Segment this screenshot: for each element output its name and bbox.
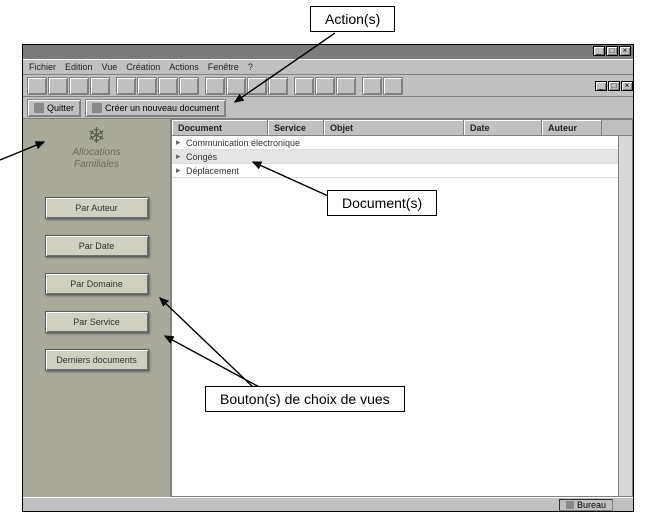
actionbar: Quitter Créer un nouveau document: [23, 97, 633, 119]
minimize-button[interactable]: _: [593, 46, 605, 56]
menu-fenetre[interactable]: Fenêtre: [208, 62, 239, 72]
toolbar-button[interactable]: [116, 77, 136, 95]
toolbar-button[interactable]: [294, 77, 314, 95]
toolbar-button[interactable]: [383, 77, 403, 95]
annotation-view-buttons: Bouton(s) de choix de vues: [205, 386, 405, 412]
annotation-documents: Document(s): [327, 190, 437, 216]
view-button-par-date[interactable]: Par Date: [45, 235, 149, 257]
exit-icon: [34, 103, 44, 113]
menu-creation[interactable]: Création: [126, 62, 160, 72]
column-header[interactable]: Date: [464, 120, 542, 135]
toolbar-button[interactable]: [336, 77, 356, 95]
view-button-par-auteur[interactable]: Par Auteur: [45, 197, 149, 219]
toolbar-button[interactable]: [205, 77, 225, 95]
row-label: Communication électronique: [186, 138, 300, 148]
menu-fichier[interactable]: Fichier: [29, 62, 56, 72]
twisty-icon[interactable]: ▸: [176, 165, 186, 176]
brand-logo-icon: ❄: [72, 125, 120, 147]
titlebar-outer: _ □ ×: [23, 45, 633, 59]
status-workspace: Bureau: [559, 499, 613, 511]
column-header[interactable]: Auteur: [542, 120, 602, 135]
brand-line2: Familiales: [72, 159, 120, 171]
toolbar-button[interactable]: [247, 77, 267, 95]
inner-maximize-button[interactable]: □: [608, 81, 620, 91]
menu-edition[interactable]: Edition: [65, 62, 93, 72]
toolbar-button[interactable]: [90, 77, 110, 95]
view-button-par-service[interactable]: Par Service: [45, 311, 149, 333]
column-headers: DocumentServiceObjetDateAuteur: [172, 120, 632, 136]
sidebar: ❄ Allocations Familiales Par Auteur Par …: [23, 119, 171, 497]
maximize-button[interactable]: □: [606, 46, 618, 56]
brand: ❄ Allocations Familiales: [72, 125, 120, 171]
table-row[interactable]: ▸Communication électronique: [172, 136, 632, 150]
table-row[interactable]: ▸Déplacement: [172, 164, 632, 178]
menubar: Fichier Edition Vue Création Actions Fen…: [23, 59, 633, 75]
column-header[interactable]: Document: [172, 120, 268, 135]
new-document-button[interactable]: Créer un nouveau document: [85, 99, 226, 117]
desktop-icon: [566, 501, 574, 509]
table-row[interactable]: ▸Congés: [172, 150, 632, 164]
menu-vue[interactable]: Vue: [102, 62, 118, 72]
toolbar-button[interactable]: [268, 77, 288, 95]
menu-actions[interactable]: Actions: [169, 62, 199, 72]
quit-button[interactable]: Quitter: [27, 99, 81, 117]
twisty-icon[interactable]: ▸: [176, 137, 186, 148]
toolbar-button[interactable]: [27, 77, 47, 95]
toolbar: _ □ ×: [23, 75, 633, 97]
row-label: Congés: [186, 152, 217, 162]
toolbar-button[interactable]: [179, 77, 199, 95]
quit-button-label: Quitter: [47, 103, 74, 113]
toolbar-button[interactable]: [226, 77, 246, 95]
new-document-button-label: Créer un nouveau document: [105, 103, 219, 113]
new-doc-icon: [92, 103, 102, 113]
column-header[interactable]: Service: [268, 120, 324, 135]
brand-line1: Allocations: [72, 147, 120, 159]
client-area: ❄ Allocations Familiales Par Auteur Par …: [23, 119, 633, 497]
app-window: _ □ × Fichier Edition Vue Création Actio…: [22, 44, 634, 512]
view-button-derniers-documents[interactable]: Derniers documents: [45, 349, 149, 371]
column-header[interactable]: Objet: [324, 120, 464, 135]
toolbar-button[interactable]: [137, 77, 157, 95]
inner-minimize-button[interactable]: _: [595, 81, 607, 91]
menu-help[interactable]: ?: [248, 62, 253, 72]
annotation-actions: Action(s): [310, 6, 395, 32]
view-button-par-domaine[interactable]: Par Domaine: [45, 273, 149, 295]
inner-close-button[interactable]: ×: [621, 81, 633, 91]
close-button[interactable]: ×: [619, 46, 631, 56]
statusbar: Bureau: [23, 497, 633, 511]
status-workspace-label: Bureau: [577, 500, 606, 510]
toolbar-button[interactable]: [362, 77, 382, 95]
document-list-pane: DocumentServiceObjetDateAuteur ▸Communic…: [171, 119, 633, 497]
toolbar-button[interactable]: [69, 77, 89, 95]
twisty-icon[interactable]: ▸: [176, 151, 186, 162]
vertical-scrollbar[interactable]: [618, 136, 632, 496]
toolbar-button[interactable]: [315, 77, 335, 95]
row-label: Déplacement: [186, 166, 239, 176]
toolbar-button[interactable]: [48, 77, 68, 95]
toolbar-button[interactable]: [158, 77, 178, 95]
